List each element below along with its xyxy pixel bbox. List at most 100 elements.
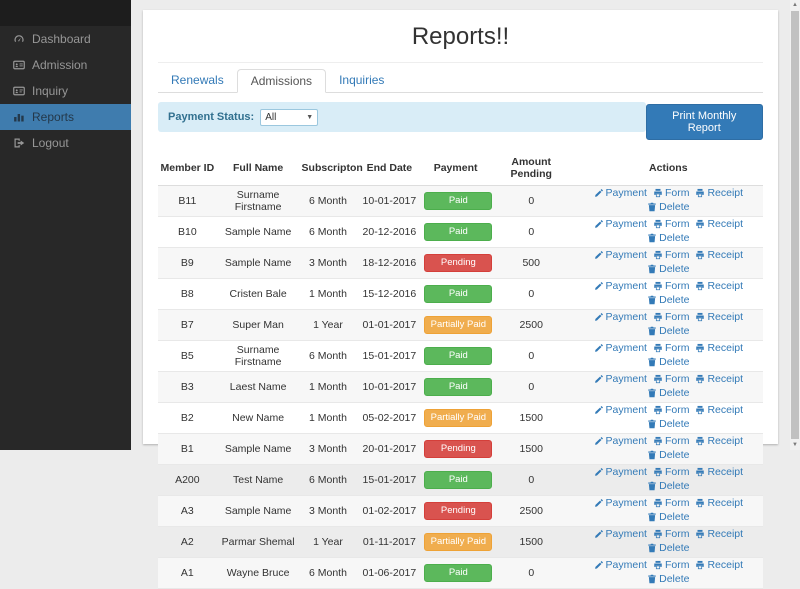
receipt-action-link[interactable]: Receipt xyxy=(695,435,743,447)
delete-action-link[interactable]: Delete xyxy=(647,232,689,244)
form-action-link[interactable]: Form xyxy=(653,249,689,261)
full-name-cell: Wayne Bruce xyxy=(226,567,290,579)
form-action-link[interactable]: Form xyxy=(653,218,689,230)
sidebar-item-reports[interactable]: Reports xyxy=(0,104,131,130)
tab-label[interactable]: Renewals xyxy=(171,73,224,87)
page-scrollbar[interactable]: ▲ ▼ xyxy=(790,0,800,450)
payment-action-link[interactable]: Payment xyxy=(594,528,647,540)
tab-renewals[interactable]: Renewals xyxy=(158,69,237,92)
delete-action-link[interactable]: Delete xyxy=(647,418,689,430)
delete-action-link[interactable]: Delete xyxy=(647,449,689,461)
payment-action-link[interactable]: Payment xyxy=(594,373,647,385)
action-label: Receipt xyxy=(707,218,744,230)
action-label: Form xyxy=(664,435,690,447)
full-name-cell: Sample Name xyxy=(224,443,292,455)
receipt-action-link[interactable]: Receipt xyxy=(695,249,743,261)
pencil-icon xyxy=(594,312,604,322)
scrollbar-thumb[interactable] xyxy=(791,11,799,439)
receipt-action-link[interactable]: Receipt xyxy=(695,497,743,509)
end-date-cell: 05-02-2017 xyxy=(362,412,417,424)
payment-action-link[interactable]: Payment xyxy=(594,466,647,478)
action-label: Form xyxy=(664,528,690,540)
action-label: Payment xyxy=(605,342,647,354)
form-action-link[interactable]: Form xyxy=(653,528,690,540)
actions-cell: Payment Form Receipt Delete xyxy=(574,217,763,248)
reports-panel: Reports!! Renewals Admissions Inquiries Pa… xyxy=(143,10,778,589)
sidebar-item-dashboard[interactable]: Dashboard xyxy=(0,26,131,52)
printer-icon xyxy=(653,436,663,446)
delete-action-link[interactable]: Delete xyxy=(647,201,689,213)
form-action-link[interactable]: Form xyxy=(653,280,689,292)
payment-action-link[interactable]: Payment xyxy=(594,342,647,354)
tab-inquiries[interactable]: Inquiries xyxy=(326,69,397,92)
payment-action-link[interactable]: Payment xyxy=(594,218,647,230)
form-action-link[interactable]: Form xyxy=(653,435,690,447)
delete-action-link[interactable]: Delete xyxy=(647,294,689,306)
payment-action-link[interactable]: Payment xyxy=(594,187,647,199)
full-name-cell: Surname Firstname xyxy=(234,189,282,213)
tab-admissions[interactable]: Admissions xyxy=(236,69,327,93)
end-date-cell: 10-01-2017 xyxy=(362,381,417,393)
form-action-link[interactable]: Form xyxy=(653,373,689,385)
delete-action-link[interactable]: Delete xyxy=(647,542,689,554)
receipt-action-link[interactable]: Receipt xyxy=(695,311,743,323)
delete-action-link[interactable]: Delete xyxy=(647,387,689,399)
receipt-action-link[interactable]: Receipt xyxy=(695,342,743,354)
pencil-icon xyxy=(594,405,604,415)
sidebar-item-inquiry[interactable]: Inquiry xyxy=(0,78,131,104)
table-row: B2 New Name 1 Month 05-02-2017 Partially Pai… xyxy=(158,402,763,434)
delete-action-link[interactable]: Delete xyxy=(647,573,689,585)
action-label: Receipt xyxy=(707,249,744,261)
delete-action-link[interactable]: Delete xyxy=(647,356,689,368)
printer-icon xyxy=(695,188,705,198)
sidebar-item-logout[interactable]: Logout xyxy=(0,130,131,156)
trash-icon xyxy=(647,326,657,336)
form-action-link[interactable]: Form xyxy=(653,559,689,571)
print-monthly-report-button[interactable]: Print Monthly Report xyxy=(645,104,763,140)
receipt-action-link[interactable]: Receipt xyxy=(695,528,743,540)
full-name-cell: Laest Name xyxy=(229,381,287,393)
pencil-icon xyxy=(594,281,604,291)
form-action-link[interactable]: Form xyxy=(653,187,689,199)
tab-label[interactable]: Inquiries xyxy=(339,73,385,87)
form-action-link[interactable]: Form xyxy=(653,342,689,354)
receipt-action-link[interactable]: Receipt xyxy=(695,466,743,478)
action-label: Payment xyxy=(605,435,647,447)
sidebar-item-admission[interactable]: Admission xyxy=(0,52,131,78)
printer-icon xyxy=(653,405,663,415)
scroll-down-arrow-icon[interactable]: ▼ xyxy=(792,442,798,448)
action-label: Delete xyxy=(659,480,690,492)
trash-icon xyxy=(647,295,657,305)
payment-action-link[interactable]: Payment xyxy=(594,497,647,509)
scroll-up-arrow-icon[interactable]: ▲ xyxy=(792,2,798,8)
tab-label[interactable]: Admissions xyxy=(236,69,327,93)
form-action-link[interactable]: Form xyxy=(653,497,689,509)
delete-action-link[interactable]: Delete xyxy=(647,263,689,275)
delete-action-link[interactable]: Delete xyxy=(647,511,689,523)
delete-action-link[interactable]: Delete xyxy=(647,480,689,492)
payment-action-link[interactable]: Payment xyxy=(594,404,647,416)
payment-action-link[interactable]: Payment xyxy=(594,249,647,261)
form-action-link[interactable]: Form xyxy=(653,466,689,478)
form-action-link[interactable]: Form xyxy=(653,311,689,323)
receipt-action-link[interactable]: Receipt xyxy=(695,218,743,230)
receipt-action-link[interactable]: Receipt xyxy=(695,373,743,385)
payment-cell: Paid xyxy=(422,186,493,217)
member-id-cell: B7 xyxy=(180,319,194,331)
receipt-action-link[interactable]: Receipt xyxy=(695,187,743,199)
pencil-icon xyxy=(594,467,604,477)
column-header: Full Name xyxy=(216,151,300,186)
payment-action-link[interactable]: Payment xyxy=(594,559,647,571)
delete-action-link[interactable]: Delete xyxy=(647,325,689,337)
form-action-link[interactable]: Form xyxy=(653,404,689,416)
receipt-action-link[interactable]: Receipt xyxy=(695,280,743,292)
payment-action-link[interactable]: Payment xyxy=(594,311,647,323)
receipt-action-link[interactable]: Receipt xyxy=(695,559,743,571)
payment-action-link[interactable]: Payment xyxy=(594,280,647,292)
payment-status-select[interactable]: All ▼ xyxy=(260,108,319,126)
receipt-action-link[interactable]: Receipt xyxy=(695,404,743,416)
action-label: Payment xyxy=(605,497,647,509)
payment-action-link[interactable]: Payment xyxy=(594,435,647,447)
column-header: Member ID xyxy=(158,151,217,186)
subscription-cell: 3 Month xyxy=(309,257,347,269)
